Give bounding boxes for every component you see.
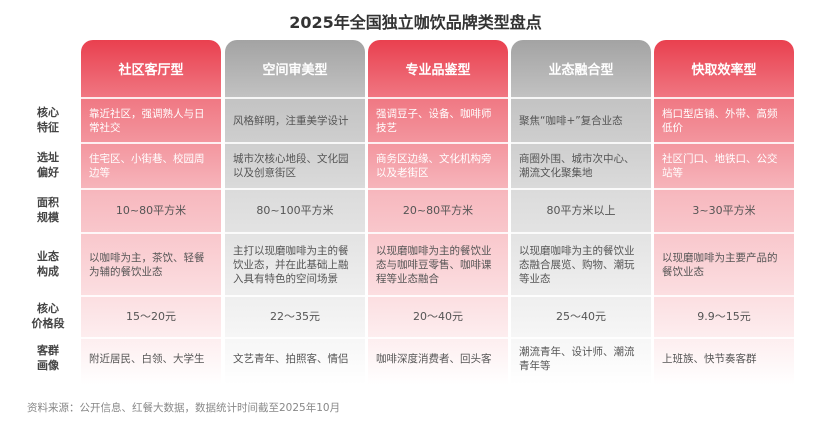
- table-cell: 10~80平方米: [81, 188, 221, 232]
- type-column: 业态融合型聚焦“咖啡+”复合业态 商圈外围、城市次中心、潮流文化聚集地 80平方米以…: [511, 40, 651, 385]
- table-cell: 强调豆子、设备、咖啡师技艺: [368, 97, 508, 142]
- column-header: 专业品鉴型: [405, 63, 471, 78]
- table-cell: 风格鲜明，注重美学设计: [225, 97, 365, 142]
- row-label: 核心 特征: [37, 105, 59, 134]
- column-header: 空间审美型: [262, 63, 328, 78]
- table-cell: 20～40元: [368, 295, 508, 337]
- table-cell: 15～20元: [81, 295, 221, 337]
- column-header: 业态融合型: [548, 63, 614, 78]
- table-cell: 商务区边缘、文化机构旁以及老街区: [368, 142, 508, 188]
- row-label: 客群 画像: [37, 343, 59, 372]
- row-label: 核心 价格段: [31, 302, 65, 330]
- table-cell: 以现磨咖啡为主的餐饮业态与咖啡豆零售、咖啡课程等业态融合: [368, 232, 508, 295]
- column-header: 快取效率型: [691, 63, 757, 78]
- table-cell: 主打以现磨咖啡为主的餐饮业态，并在此基础上融入具有特色的空间场景: [225, 232, 365, 295]
- row-label: 面积 规模: [37, 196, 59, 224]
- page-title: 2025年全国独立咖饮品牌类型盘点: [289, 13, 542, 32]
- table-cell: 档口型店铺、外带、高频低价: [654, 97, 794, 142]
- table-cell: 附近居民、白领、大学生: [81, 337, 221, 378]
- table-cell: 城市次核心地段、文化园以及创意街区: [225, 142, 365, 188]
- table-cell: 文艺青年、拍照客、情侣: [225, 337, 365, 378]
- row-label: 业态 构成: [37, 249, 59, 278]
- table-cell: 22～35元: [225, 295, 365, 337]
- table-cell: 咖啡深度消费者、回头客: [368, 337, 508, 378]
- table-cell: 商圈外围、城市次中心、潮流文化聚集地: [511, 142, 651, 188]
- table-cell: 25～40元: [511, 295, 651, 337]
- table-cell: 80平方米以上: [511, 188, 651, 232]
- table-cell: 以现磨咖啡为主的餐饮业态融合展览、购物、潮玩等业态: [511, 232, 651, 295]
- table-cell: 社区门口、地铁口、公交站等: [654, 142, 794, 188]
- row-label: 选址 偏好: [37, 151, 59, 179]
- source-note: 资料来源：公开信息、红餐大数据，数据统计时间截至2025年10月: [27, 402, 341, 414]
- table-cell: 20~80平方米: [368, 188, 508, 232]
- type-column: 空间审美型风格鲜明，注重美学设计 城市次核心地段、文化园以及创意街区 80~100平…: [225, 40, 365, 385]
- table-cell: 3~30平方米: [654, 188, 794, 232]
- table-cell: 上班族、快节奏客群: [654, 337, 794, 378]
- column-header: 社区客厅型: [118, 63, 184, 78]
- table-cell: 80~100平方米: [225, 188, 365, 232]
- type-column: 社区客厅型靠近社区，强调熟人与日常社交 住宅区、小街巷、校园周边等 10~80平方米…: [81, 40, 221, 385]
- table-cell: 靠近社区，强调熟人与日常社交: [81, 97, 221, 142]
- table-cell: 住宅区、小街巷、校园周边等: [81, 142, 221, 188]
- table-cell: 9.9～15元: [654, 295, 794, 337]
- table-cell: 潮流青年、设计师、潮流青年等: [511, 337, 651, 378]
- table-cell: 以咖啡为主，茶饮、轻餐为辅的餐饮业态: [81, 232, 221, 295]
- table-cell: 以现磨咖啡为主要产品的餐饮业态: [654, 232, 794, 295]
- table-cell: 聚焦“咖啡+”复合业态: [511, 97, 651, 142]
- type-column: 专业品鉴型强调豆子、设备、咖啡师技艺 商务区边缘、文化机构旁以及老街区 20~80平…: [368, 40, 508, 385]
- type-column: 快取效率型档口型店铺、外带、高频低价 社区门口、地铁口、公交站等 3~30平方米 以现…: [654, 40, 794, 385]
